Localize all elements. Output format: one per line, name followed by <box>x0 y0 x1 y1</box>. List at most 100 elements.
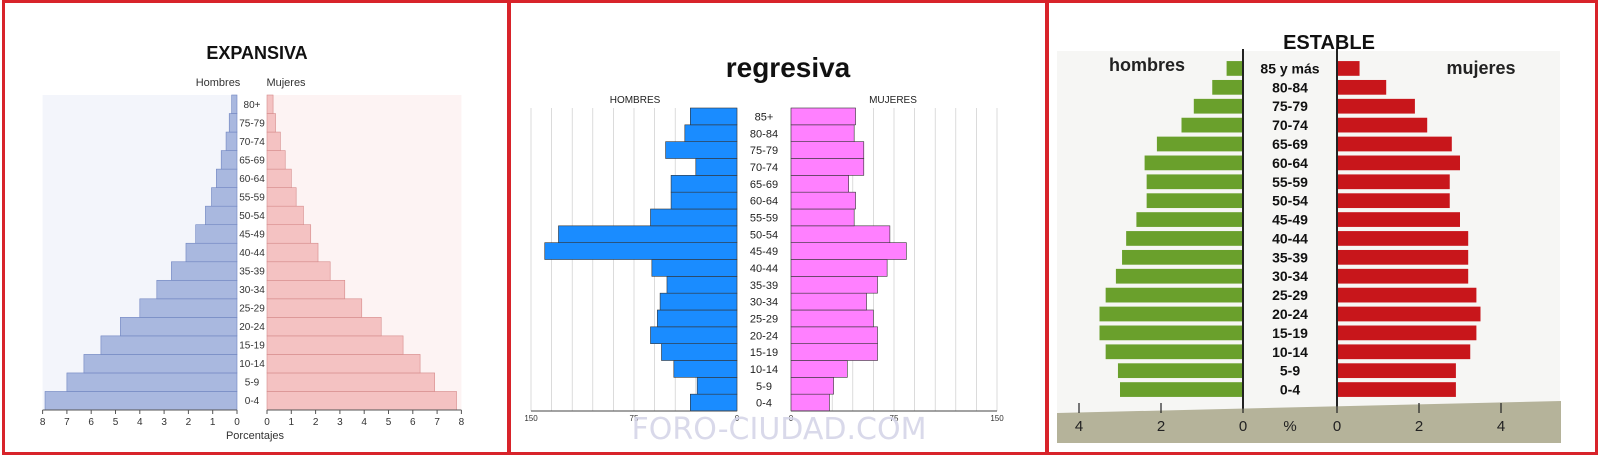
bar-mujeres-20-24 <box>1337 306 1481 322</box>
bar-mujeres-0-4 <box>266 391 457 411</box>
bar-hombres-5-9 <box>66 372 238 392</box>
bar-mujeres-70-74 <box>790 158 865 176</box>
pyramid-chart-estable: 0-4 5-9 10-14 15-19 20-24 25-29 30-34 35-39 40-4… <box>1057 32 1561 443</box>
bar-hombres-60-64 <box>1144 155 1243 171</box>
bar-mujeres-40-44 <box>1337 231 1469 246</box>
category-label-15-19: 15-19 <box>750 347 778 359</box>
pyramid-chart-regresiva: 0-4 5-9 10-14 15-19 20-24 25-29 30-34 35-39 40-4… <box>524 52 1004 447</box>
category-label-55-59: 55-59 <box>239 192 265 203</box>
category-label-20-24: 20-24 <box>1272 306 1308 322</box>
category-label-25-29: 25-29 <box>1272 287 1308 303</box>
bar-hombres-20-24 <box>120 317 238 337</box>
right-series-label: Mujeres <box>266 77 306 89</box>
bar-hombres-60-64 <box>670 191 738 210</box>
category-label-75-79: 75-79 <box>1272 98 1308 114</box>
bar-mujeres-55-59 <box>266 187 297 207</box>
bar-mujeres-55-59 <box>1337 174 1450 190</box>
ruler-band <box>1057 401 1561 443</box>
bar-hombres-10-14 <box>1105 344 1243 360</box>
bar-mujeres-25-29 <box>790 309 874 328</box>
bar-hombres-0-4 <box>690 393 738 412</box>
tick-label-right: 7 <box>434 417 440 428</box>
bar-hombres-30-34 <box>156 279 238 300</box>
bar-mujeres-10-14 <box>266 354 421 374</box>
category-label-65-69: 65-69 <box>1272 136 1308 152</box>
category-label-35-39: 35-39 <box>750 280 778 292</box>
category-label-85 y más: 85 y más <box>1260 60 1319 76</box>
bar-mujeres-20-24 <box>266 317 382 337</box>
bar-mujeres-25-29 <box>1337 287 1477 303</box>
bar-hombres-80-84 <box>1212 79 1243 95</box>
bar-mujeres-20-24 <box>790 326 878 344</box>
category-label-75-79: 75-79 <box>750 145 778 157</box>
left-series-label: HOMBRES <box>610 95 661 106</box>
tick-label-right: 0 <box>789 414 794 423</box>
bar-mujeres-10-14 <box>790 360 848 378</box>
category-label-35-39: 35-39 <box>1272 249 1308 265</box>
category-label-60-64: 60-64 <box>1272 155 1308 171</box>
bar-hombres-65-69 <box>1156 136 1243 152</box>
category-label-50-54: 50-54 <box>1272 193 1308 209</box>
x-axis-label: Porcentajes <box>226 430 285 442</box>
bar-mujeres-60-64 <box>1337 155 1460 171</box>
bar-mujeres-60-64 <box>790 191 856 210</box>
bar-mujeres-0-4 <box>790 393 830 412</box>
bar-hombres-80-84 <box>684 124 738 142</box>
category-label-50-54: 50-54 <box>750 229 778 241</box>
bar-hombres-55-59 <box>211 187 238 207</box>
bar-hombres-70-74 <box>1181 117 1243 133</box>
chart-title: EXPANSIVA <box>206 43 307 63</box>
bar-hombres-35-39 <box>1122 249 1243 265</box>
category-label-10-14: 10-14 <box>239 359 265 370</box>
category-label-25-29: 25-29 <box>750 313 778 325</box>
category-label-45-49: 45-49 <box>239 229 265 240</box>
bar-hombres-0-4 <box>44 391 238 411</box>
tick-label: 0 <box>1239 418 1247 435</box>
bar-hombres-40-44 <box>185 242 238 263</box>
bar-hombres-45-49 <box>544 242 738 260</box>
bar-hombres-60-64 <box>216 168 238 188</box>
bar-mujeres-50-54 <box>266 205 304 226</box>
bar-mujeres-85 y más <box>1337 61 1360 76</box>
bar-mujeres-10-14 <box>1337 344 1471 360</box>
bar-mujeres-15-19 <box>266 335 404 355</box>
bar-hombres-5-9 <box>696 377 738 395</box>
category-label-40-44: 40-44 <box>750 263 778 275</box>
bar-mujeres-75-79 <box>790 141 865 159</box>
right-series-label: mujeres <box>1446 58 1515 78</box>
category-label-70-74: 70-74 <box>750 162 778 174</box>
bar-hombres-55-59 <box>1146 174 1243 190</box>
bar-hombres-25-29 <box>139 298 238 318</box>
category-label-30-34: 30-34 <box>239 285 265 296</box>
bar-mujeres-50-54 <box>790 225 891 243</box>
bar-mujeres-35-39 <box>790 276 878 294</box>
chart-panel-expansiva: 0-4 5-9 10-14 15-19 20-24 25-29 30-34 35-39 40-4… <box>2 0 510 455</box>
tick-label: 4 <box>1075 418 1083 435</box>
bar-hombres-75-79 <box>665 141 738 159</box>
bar-mujeres-30-34 <box>1337 268 1469 284</box>
bar-mujeres-30-34 <box>790 292 867 311</box>
bar-hombres-25-29 <box>657 309 738 328</box>
pyramid-chart-expansiva: 0-4 5-9 10-14 15-19 20-24 25-29 30-34 35-39 40-4… <box>40 43 465 442</box>
tick-label-right: 3 <box>337 417 343 428</box>
category-label-85+: 85+ <box>755 111 774 123</box>
category-label-30-34: 30-34 <box>750 297 778 309</box>
category-label-5-9: 5-9 <box>756 381 772 393</box>
category-label-5-9: 5-9 <box>245 378 260 389</box>
category-label-0-4: 0-4 <box>245 396 260 407</box>
bar-hombres-15-19 <box>661 343 738 361</box>
bar-hombres-45-49 <box>195 224 238 244</box>
tick-label-left: 3 <box>161 417 167 428</box>
category-label-0-4: 0-4 <box>756 398 772 410</box>
category-label-70-74: 70-74 <box>1272 117 1308 133</box>
bar-hombres-70-74 <box>695 158 738 176</box>
tick-label-right: 75 <box>890 414 899 423</box>
bar-mujeres-45-49 <box>266 224 312 244</box>
bar-mujeres-80-84 <box>1337 79 1387 95</box>
category-label-0-4: 0-4 <box>1280 382 1300 398</box>
bar-hombres-50-54 <box>1146 193 1243 209</box>
category-label-20-24: 20-24 <box>239 322 265 333</box>
tick-label-right: 150 <box>990 414 1004 423</box>
bar-mujeres-45-49 <box>790 242 907 260</box>
bar-mujeres-75-79 <box>266 113 276 133</box>
